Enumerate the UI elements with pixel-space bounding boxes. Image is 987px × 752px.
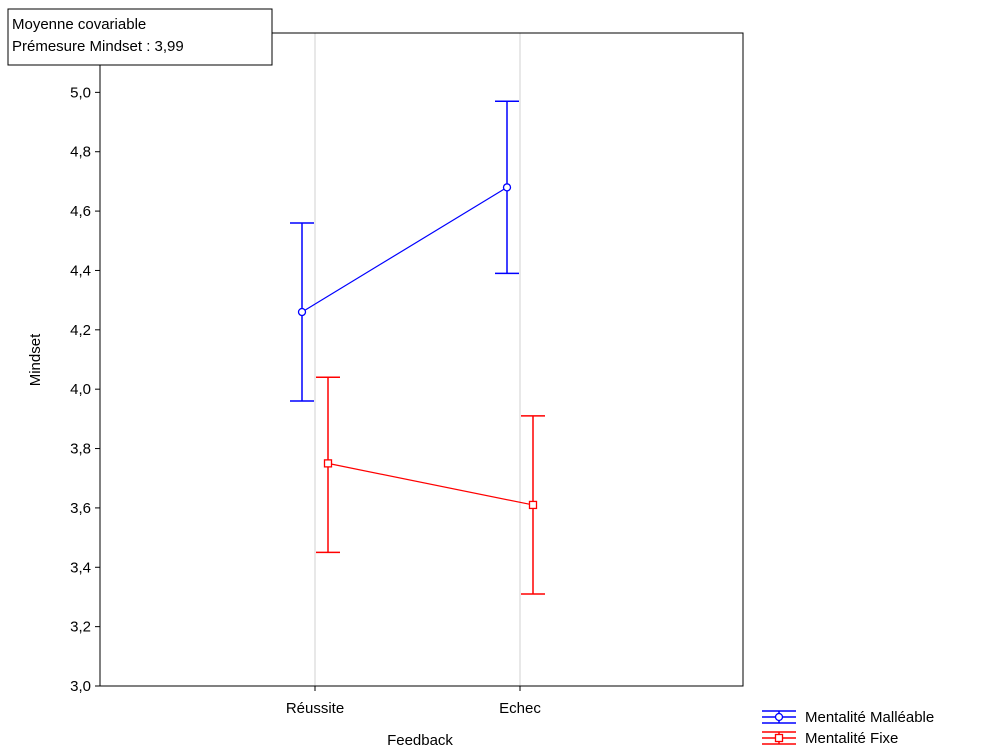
- plot-frame: [99, 32, 744, 687]
- covariate-note-line1: Moyenne covariable: [12, 16, 146, 33]
- series-layer: [290, 100, 545, 595]
- series-line: [327, 462, 534, 506]
- x-tick-label: Echec: [499, 700, 541, 717]
- legend-entry: Mentalité Malléable: [762, 709, 934, 726]
- y-tick-label: 4,6: [70, 203, 91, 220]
- y-tick-label: 3,2: [70, 619, 91, 636]
- data-point: [297, 307, 307, 317]
- y-axis-title: Mindset: [27, 333, 44, 386]
- legend-label: Mentalité Malléable: [805, 709, 934, 726]
- y-tick-label: 3,0: [70, 678, 91, 695]
- y-tick-label: 4,4: [70, 262, 91, 279]
- x-axis-ticks: Réussite Echec: [286, 686, 541, 717]
- y-tick-label: 5,0: [70, 84, 91, 101]
- covariate-note-line2: Prémesure Mindset : 3,99: [12, 38, 184, 55]
- x-tick-label: Réussite: [286, 700, 344, 717]
- legend: Mentalité Malléable Mentalité Fixe: [762, 709, 934, 747]
- y-tick-label: 3,6: [70, 500, 91, 517]
- legend-marker: [774, 712, 784, 722]
- x-axis-title: Feedback: [387, 732, 453, 749]
- series-line: [301, 186, 508, 313]
- covariate-note-box: [7, 8, 273, 66]
- data-point: [323, 459, 333, 468]
- legend-entry: Mentalité Fixe: [762, 730, 898, 747]
- y-tick-label: 3,4: [70, 559, 91, 576]
- y-axis-ticks: 3,0 3,2 3,4 3,6 3,8 4,0 4,2 4,4 4,6 4,8 5,0: [70, 84, 100, 695]
- legend-marker: [774, 733, 784, 743]
- covariate-note: Moyenne covariable Prémesure Mindset : 3…: [7, 8, 273, 66]
- series-fixe: [316, 376, 545, 595]
- y-tick-label: 4,8: [70, 144, 91, 161]
- y-tick-label: 4,2: [70, 322, 91, 339]
- data-point: [502, 183, 512, 192]
- grid-layer: [314, 33, 521, 686]
- data-point: [528, 500, 538, 510]
- y-tick-label: 3,8: [70, 441, 91, 458]
- series-malleable: [290, 100, 519, 402]
- legend-label: Mentalité Fixe: [805, 730, 898, 747]
- y-tick-label: 4,0: [70, 381, 91, 398]
